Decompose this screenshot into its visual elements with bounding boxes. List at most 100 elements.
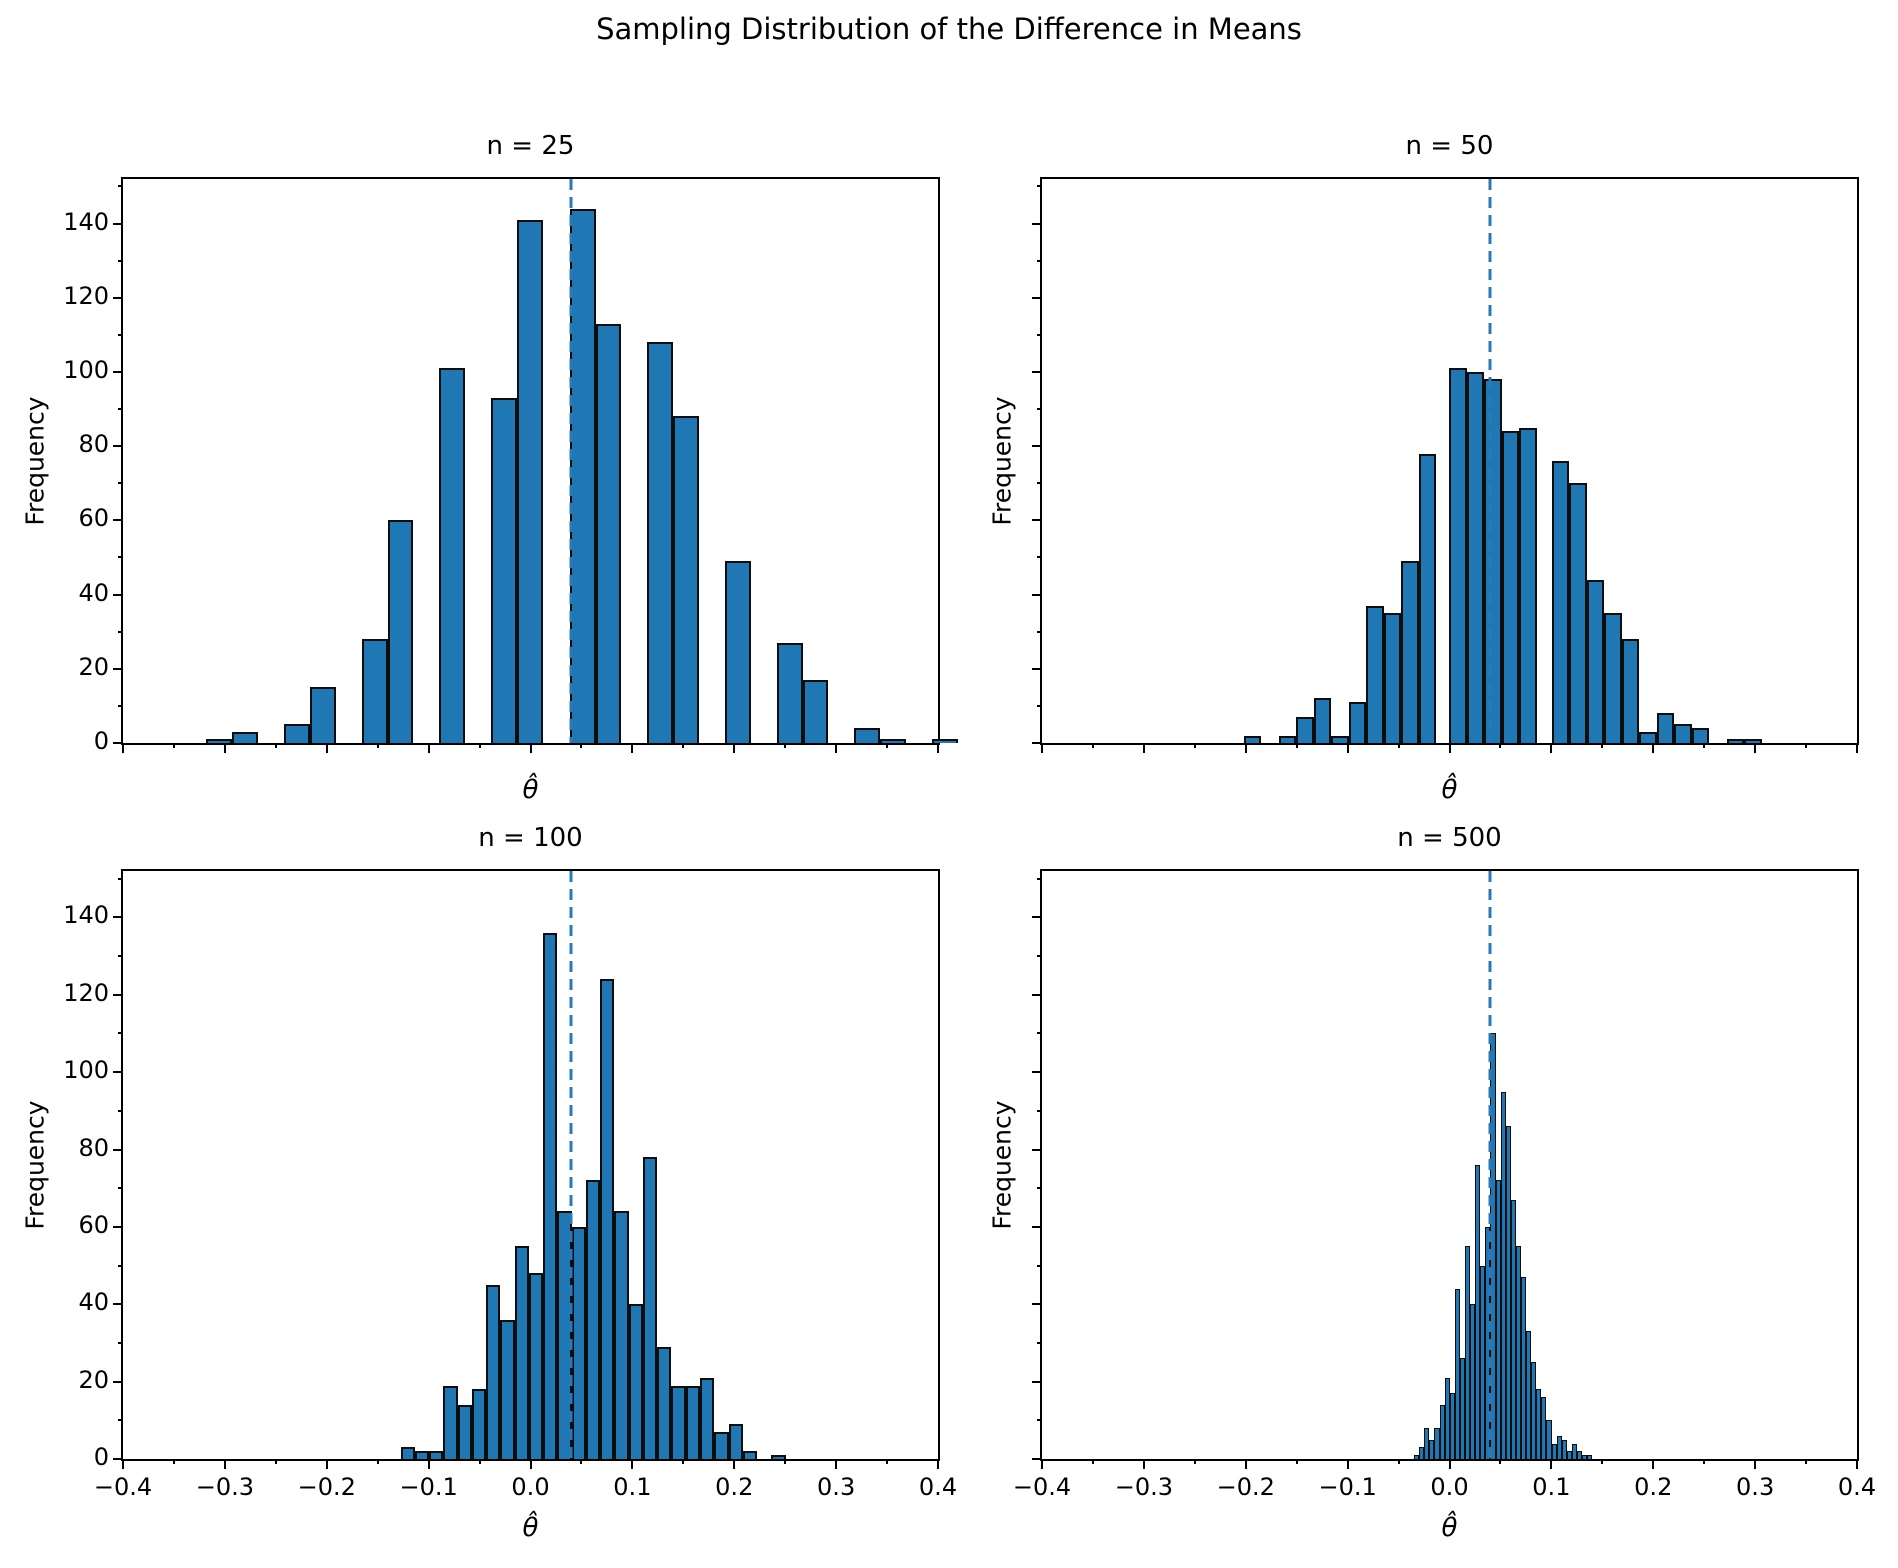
x-axis-minor-tick (784, 743, 787, 748)
y-axis-minor-tick (118, 1264, 123, 1267)
y-tick-label: 20 (78, 652, 109, 681)
x-axis-tick (631, 1459, 634, 1469)
y-axis-minor-tick (1037, 1264, 1042, 1267)
histogram-bar (1519, 427, 1537, 743)
true-theta-dashed-line (569, 871, 573, 1459)
y-axis-tick (1032, 742, 1042, 744)
subplot-title: n = 500 (1397, 823, 1502, 853)
x-axis-tick (1550, 743, 1553, 753)
x-tick-label: 0.3 (1736, 1473, 1775, 1501)
plot-area (1042, 179, 1857, 743)
histogram-bar (1243, 735, 1262, 743)
histogram-bar (771, 1455, 786, 1459)
histogram-bar (443, 1385, 458, 1459)
y-axis-minor-tick (1037, 1109, 1042, 1112)
histogram-bar (1475, 1165, 1481, 1459)
y-axis-tick (113, 593, 123, 596)
histogram-bar (1464, 1246, 1471, 1459)
y-axis-tick (1032, 916, 1042, 919)
x-tick-label: −0.1 (1318, 1473, 1377, 1501)
x-axis-tick (1652, 743, 1655, 753)
y-axis-minor-tick (1037, 877, 1042, 880)
y-axis-minor-tick (1037, 482, 1042, 485)
histogram-bar (1418, 453, 1437, 743)
y-tick-label: 100 (63, 1056, 109, 1085)
y-axis-tick (1032, 593, 1042, 596)
histogram-bar (516, 219, 543, 743)
histogram-bar (1505, 1126, 1511, 1459)
histogram-bar (1536, 1389, 1542, 1459)
histogram-bar (931, 739, 958, 743)
y-axis-tick (113, 667, 123, 670)
histogram-bar (1348, 702, 1367, 743)
x-axis-minor-tick (376, 1459, 379, 1464)
histogram-bar (742, 1451, 758, 1459)
histogram-bar (1587, 1455, 1593, 1459)
histogram-bar (1501, 431, 1520, 743)
y-axis-tick (1032, 370, 1042, 373)
x-axis-tick (427, 743, 430, 753)
histogram-bar (1429, 1439, 1435, 1459)
x-axis-minor-tick (580, 1459, 583, 1464)
histogram-bar (1444, 1377, 1450, 1459)
y-axis-minor-tick (118, 704, 123, 707)
histogram-bar (1571, 1443, 1578, 1459)
histogram-bar (284, 724, 310, 743)
y-tick-label: 40 (78, 578, 109, 607)
y-axis-minor-tick (1037, 556, 1042, 559)
x-axis-minor-tick (682, 1459, 685, 1464)
histogram-bar (1515, 1246, 1522, 1459)
x-tick-label: 0.0 (511, 1473, 550, 1501)
figure-title: Sampling Distribution of the Difference … (596, 12, 1302, 46)
x-tick-label: 0.1 (1532, 1473, 1571, 1501)
y-axis-minor-tick (118, 955, 123, 958)
x-tick-label: 0.3 (817, 1473, 856, 1501)
x-axis-tick (1754, 1459, 1757, 1469)
x-axis-minor-tick (580, 743, 583, 748)
y-axis-minor-tick (118, 1341, 123, 1344)
x-tick-label: −0.3 (1114, 1473, 1174, 1501)
x-axis-tick (1754, 743, 1757, 753)
y-axis-label: Frequency (987, 1100, 1017, 1230)
x-axis-minor-tick (886, 743, 889, 748)
x-axis-tick (1142, 1459, 1145, 1469)
histogram-bar (1449, 1393, 1455, 1459)
x-axis-tick (529, 1459, 532, 1469)
y-axis-minor-tick (1037, 408, 1042, 411)
y-axis-minor-tick (118, 408, 123, 411)
y-axis-tick (1032, 1458, 1042, 1460)
x-axis-tick (1550, 1459, 1553, 1469)
subplot-title: n = 25 (486, 131, 575, 161)
x-axis-minor-tick (1295, 1459, 1298, 1464)
y-tick-label: 80 (78, 430, 109, 459)
histogram-bar (1366, 605, 1384, 743)
x-tick-label: −0.2 (297, 1473, 356, 1501)
histogram-bar (1419, 1447, 1425, 1459)
x-axis-tick (223, 743, 226, 753)
histogram-bar (1569, 483, 1587, 743)
histogram-bar (600, 979, 615, 1459)
y-axis-tick (113, 1071, 123, 1074)
histogram-bar (1582, 1455, 1588, 1459)
histogram-bar (802, 679, 829, 743)
x-tick-label: −0.3 (195, 1473, 255, 1501)
x-tick-label: 0.1 (613, 1473, 652, 1501)
histogram-bar (1526, 1331, 1532, 1459)
y-axis-minor-tick (1037, 1341, 1042, 1344)
x-axis-minor-tick (1091, 743, 1094, 748)
histogram-bar (500, 1319, 515, 1459)
y-tick-label: 60 (78, 1210, 109, 1239)
histogram-bar (1459, 1358, 1465, 1459)
histogram-bar (614, 1211, 629, 1459)
x-axis-tick (1142, 743, 1145, 753)
histogram-bar (1454, 1288, 1460, 1459)
histogram-bar (647, 342, 674, 743)
histogram-bar (1434, 1428, 1440, 1459)
plot-area (1042, 871, 1857, 1459)
x-tick-label: 0.2 (1634, 1473, 1673, 1501)
y-axis-tick (1032, 667, 1042, 670)
y-axis-tick (1032, 993, 1042, 996)
y-axis-tick (1032, 445, 1042, 448)
x-axis-tick (122, 743, 124, 753)
y-axis-tick (1032, 222, 1042, 225)
